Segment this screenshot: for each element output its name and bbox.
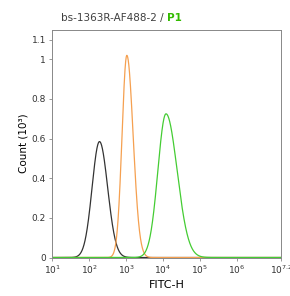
- X-axis label: FITC-H: FITC-H: [149, 280, 185, 290]
- Text: bs-1363R-AF488-2 /: bs-1363R-AF488-2 /: [61, 13, 167, 23]
- Y-axis label: Count (10³): Count (10³): [19, 114, 29, 173]
- Text: P1: P1: [167, 13, 182, 23]
